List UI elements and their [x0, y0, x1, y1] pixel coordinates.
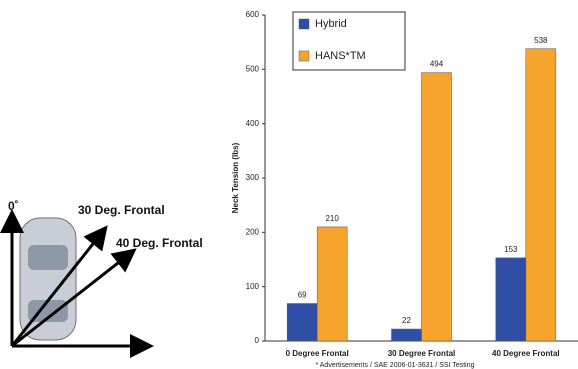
x-tick-label: 40 Degree Frontal [492, 349, 560, 358]
data-label: 494 [430, 60, 444, 69]
legend-label: HANS*TM [315, 50, 366, 62]
data-label: 22 [402, 316, 411, 325]
angle-diagram: 0˚ 30 Deg. Frontal 40 Deg. Frontal [8, 199, 203, 346]
bar [287, 304, 317, 341]
x-tick-label: 0 Degree Frontal [286, 349, 349, 358]
data-label: 153 [504, 245, 518, 254]
y-axis-title: Neck Tension (lbs) [231, 142, 240, 213]
angle-label: 40 Deg. Frontal [116, 236, 203, 250]
data-label: 538 [534, 36, 548, 45]
y-tick-label: 100 [246, 282, 260, 291]
data-label: 210 [325, 214, 339, 223]
bar [422, 73, 452, 341]
page: 0˚ 30 Deg. Frontal 40 Deg. Frontal Neck … [0, 0, 578, 369]
y-tick-label: 500 [246, 64, 260, 73]
bar [496, 258, 526, 341]
y-tick-label: 400 [246, 119, 260, 128]
data-label: 69 [298, 291, 307, 300]
car-window [28, 245, 68, 270]
y-tick-label: 200 [246, 227, 260, 236]
y-tick-label: 300 [246, 173, 260, 182]
footnote: * Advertisements / SAE 2006-01-3631 / SS… [315, 362, 474, 369]
bar [317, 227, 347, 341]
legend-swatch [299, 51, 309, 61]
bar [526, 49, 556, 341]
bar [392, 329, 422, 341]
y-tick-label: 600 [246, 10, 260, 19]
angle-label: 30 Deg. Frontal [78, 203, 165, 217]
angle-label: 0˚ [8, 199, 19, 213]
legend-swatch [299, 19, 309, 29]
x-tick-label: 30 Degree Frontal [388, 349, 456, 358]
y-tick-label: 0 [255, 336, 260, 345]
legend-label: Hybrid [315, 18, 347, 30]
